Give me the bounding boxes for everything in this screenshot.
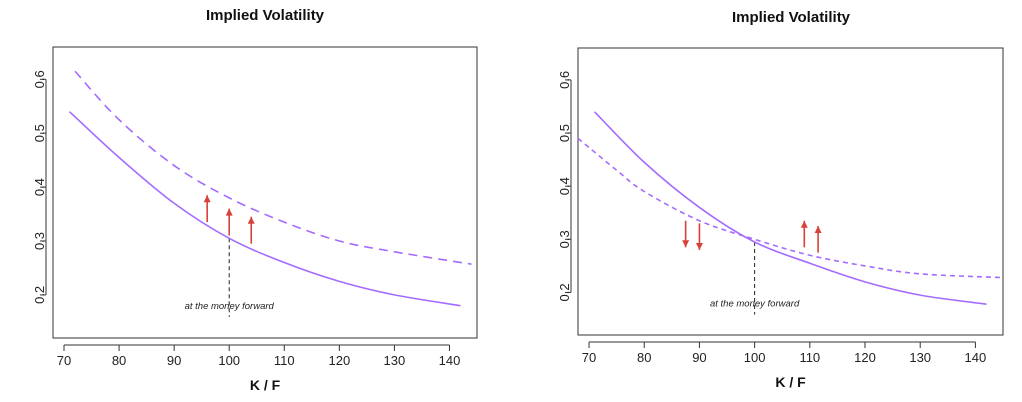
y-tick-label: 0.3 — [32, 232, 47, 250]
shift-arrow-down — [695, 223, 703, 250]
series-line-solid — [68, 111, 461, 307]
arrow-head — [682, 240, 690, 248]
x-tick-label: 130 — [909, 350, 931, 365]
shift-arrow-up — [203, 195, 211, 223]
series-line-solid — [593, 111, 987, 305]
x-tick-label: 90 — [692, 350, 706, 365]
x-axis-label: K / F — [775, 374, 806, 390]
x-tick-label: 80 — [637, 350, 651, 365]
arrow-head — [814, 226, 822, 234]
y-tick-label: 0.6 — [557, 71, 572, 89]
shift-arrow-up — [800, 220, 808, 248]
x-tick-label: 100 — [744, 350, 766, 365]
y-tick-label: 0.5 — [557, 124, 572, 142]
arrow-head — [203, 195, 211, 203]
arrow-head — [225, 208, 233, 216]
y-tick-label: 0.6 — [32, 70, 47, 88]
arrow-head — [695, 242, 703, 250]
x-tick-label: 80 — [112, 353, 126, 368]
series-line-dashed — [74, 70, 472, 265]
x-tick-label: 140 — [965, 350, 987, 365]
atm-annotation: at the money forward — [710, 298, 800, 309]
chart-panel-1: Implied Volatility 70 80 90 100 110 120 130 140 K… — [32, 7, 478, 393]
plot-frame — [577, 47, 1004, 336]
x-tick-label: 70 — [582, 350, 596, 365]
x-tick-label: 140 — [439, 353, 461, 368]
x-tick-label: 120 — [854, 350, 876, 365]
x-tick-label: 120 — [328, 353, 350, 368]
y-tick-label: 0.4 — [32, 178, 47, 196]
x-tick-label: 70 — [57, 353, 71, 368]
shift-arrow-down — [682, 220, 690, 248]
shift-arrow-up — [814, 226, 822, 253]
plot-frame — [52, 46, 478, 339]
x-tick-label: 90 — [167, 353, 181, 368]
y-tick-label: 0.2 — [32, 286, 47, 304]
x-tick-label: 110 — [799, 350, 820, 365]
series-line-dashed — [577, 137, 1004, 279]
y-tick-label: 0.5 — [32, 124, 47, 142]
y-tick-label: 0.2 — [557, 283, 572, 301]
atm-annotation: at the money forward — [185, 301, 275, 312]
y-tick-label: 0.4 — [557, 177, 572, 195]
shift-arrow-up — [247, 216, 255, 244]
x-tick-label: 110 — [274, 353, 295, 368]
chart-panel-2: Implied Volatility 70 80 90 100 110 120 130 140 K… — [557, 9, 1004, 390]
arrow-head — [247, 216, 255, 224]
y-tick-label: 0.3 — [557, 230, 572, 248]
chart-title: Implied Volatility — [206, 7, 325, 24]
x-tick-label: 100 — [218, 353, 240, 368]
x-tick-label: 130 — [384, 353, 406, 368]
shift-arrow-up — [225, 208, 233, 236]
x-axis-label: K / F — [250, 377, 281, 393]
chart-title: Implied Volatility — [732, 9, 851, 26]
arrow-head — [800, 220, 808, 228]
